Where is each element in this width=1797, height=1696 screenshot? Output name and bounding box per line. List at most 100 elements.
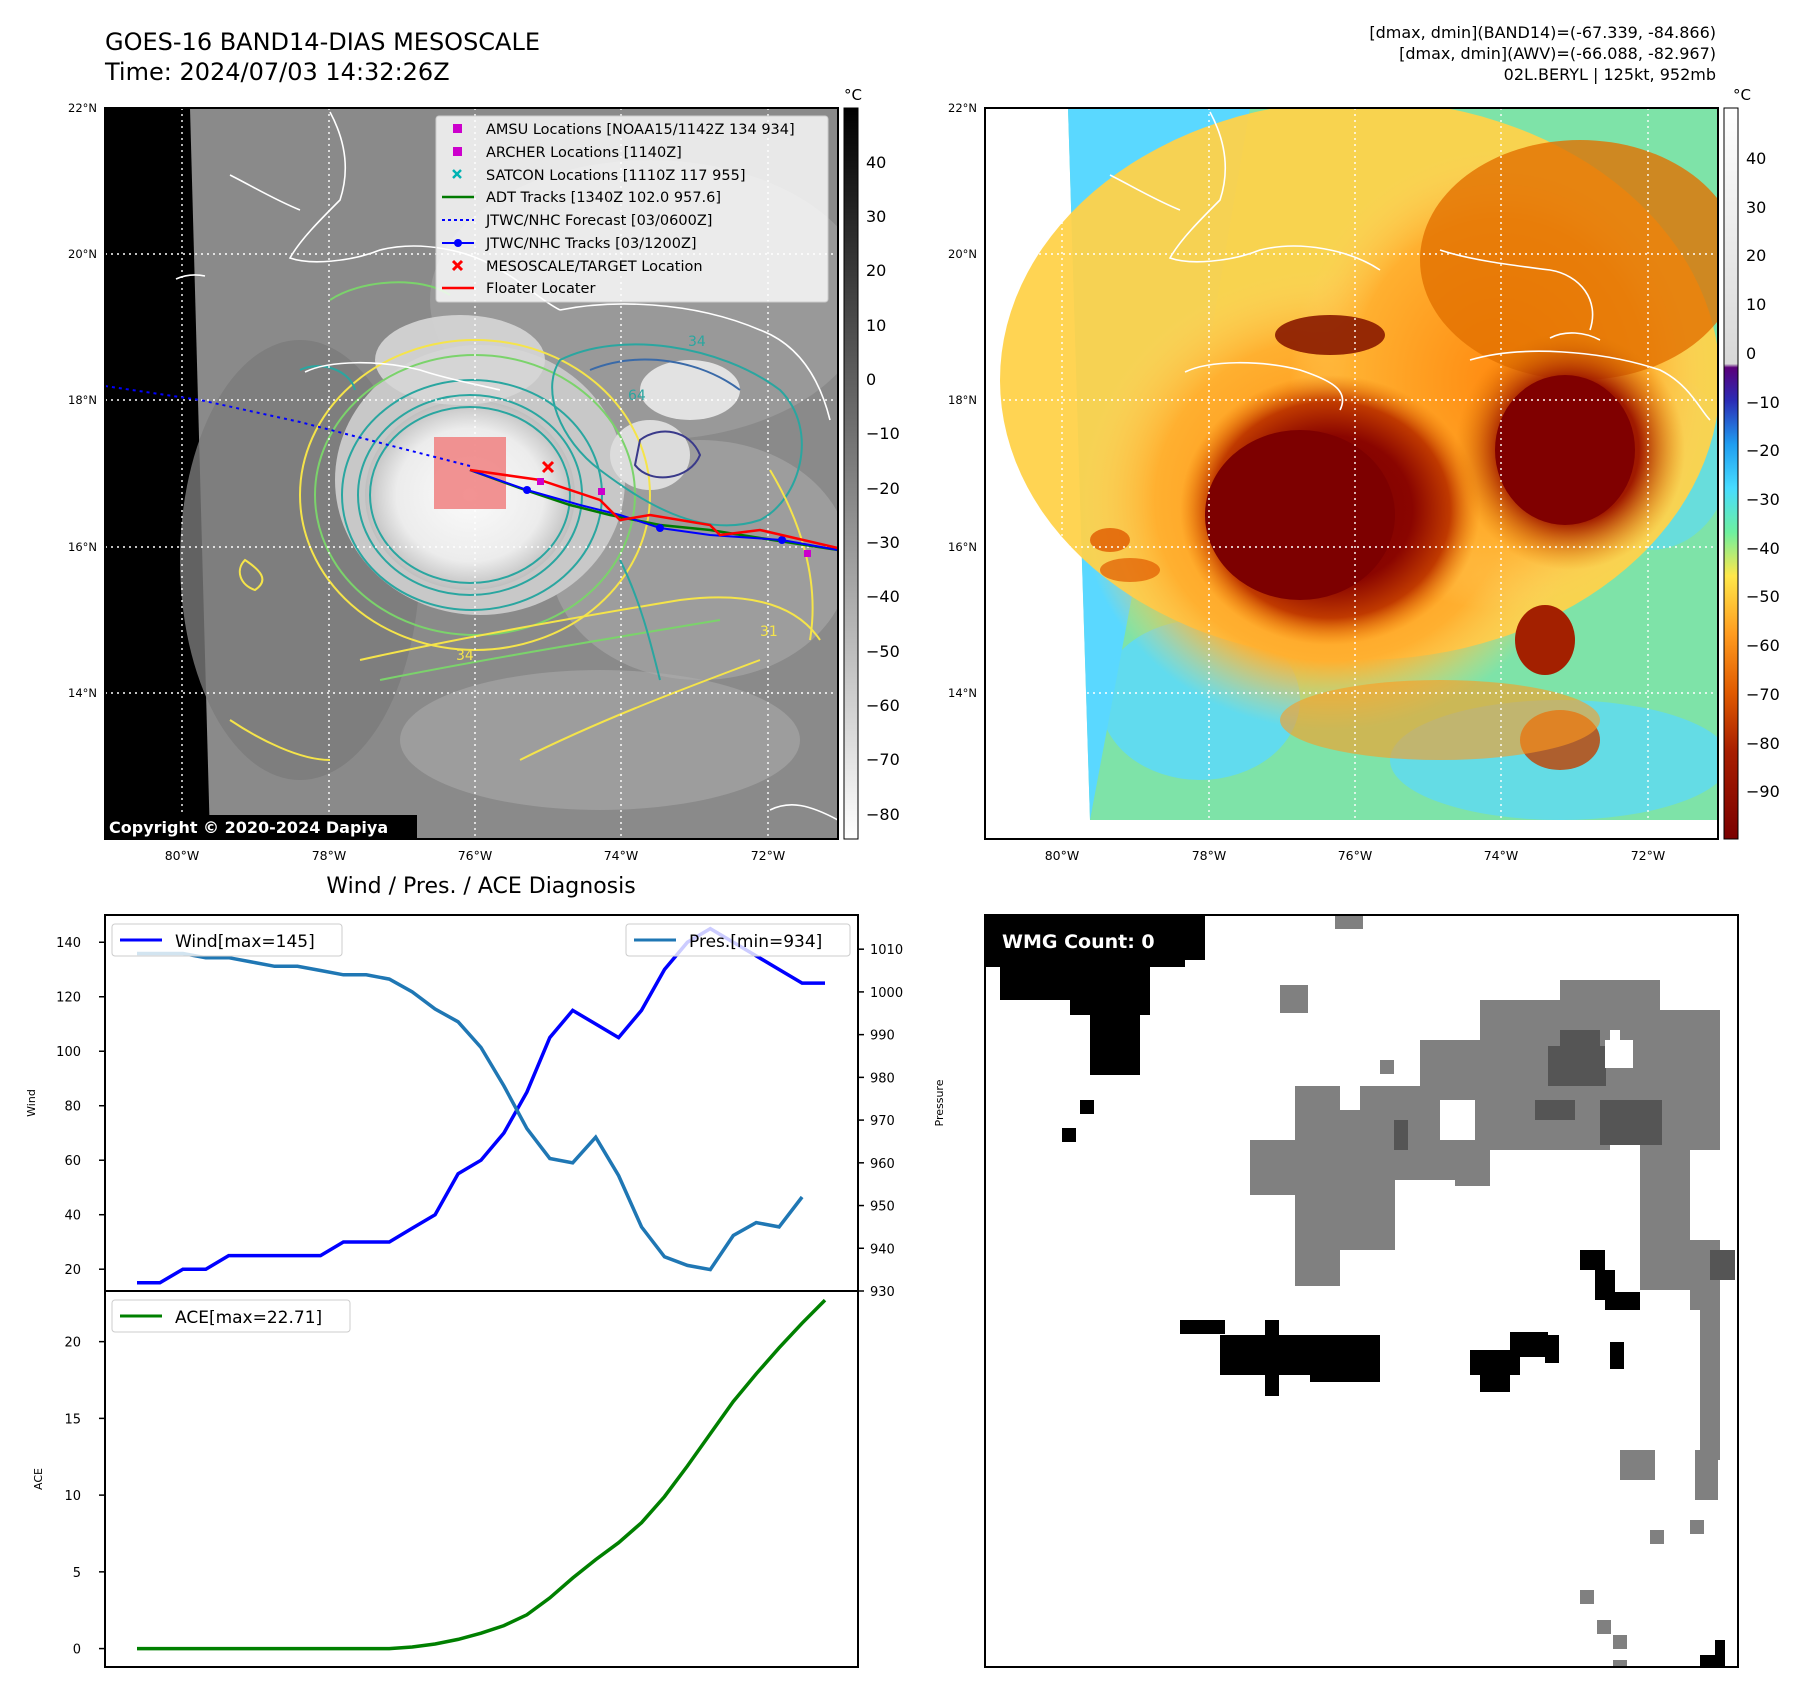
ace-plot: 0 5 10 15 20 <box>64 1298 827 1658</box>
right-lat-ticks: 22°N 20°N 18°N 16°N 14°N <box>948 101 977 700</box>
svg-text:0: 0 <box>1746 344 1756 363</box>
legend-tracks: JTWC/NHC Tracks [03/1200Z] <box>485 236 697 252</box>
wind-legend: Wind[max=145] <box>111 923 343 957</box>
svg-text:−70: −70 <box>866 750 900 769</box>
svg-text:72°W: 72°W <box>1631 848 1666 863</box>
svg-text:40: 40 <box>866 153 886 172</box>
svg-text:30: 30 <box>1746 198 1766 217</box>
right-lon-ticks: 80°W 78°W 76°W 74°W 72°W <box>1045 848 1666 863</box>
legend-forecast: JTWC/NHC Forecast [03/0600Z] <box>485 213 712 229</box>
wind-tick-label: 80 <box>64 1100 81 1115</box>
awv-range: [dmax, dmin](AWV)=(-66.088, -82.967) <box>1399 44 1716 63</box>
svg-text:30: 30 <box>866 207 886 226</box>
svg-text:10: 10 <box>866 316 886 335</box>
svg-text:−10: −10 <box>866 424 900 443</box>
svg-text:78°W: 78°W <box>1192 848 1227 863</box>
pressure-tick-label: 980 <box>870 1071 895 1086</box>
pressure-tick-label: 990 <box>870 1029 895 1044</box>
left-lon-ticks: 80°W 78°W 76°W 74°W 72°W <box>165 848 786 863</box>
svg-text:−60: −60 <box>866 696 900 715</box>
jtwc-nhc-track <box>469 469 838 551</box>
ace-tick-label: 20 <box>64 1336 81 1351</box>
wind-tick-label: 20 <box>64 1263 81 1278</box>
awv-colorbar <box>1723 107 1739 840</box>
svg-text:78°W: 78°W <box>312 848 347 863</box>
svg-text:80°W: 80°W <box>165 848 200 863</box>
svg-text:−80: −80 <box>866 805 900 824</box>
ace-line <box>137 1298 827 1651</box>
ace-legend: ACE[max=22.71] <box>111 1299 351 1333</box>
svg-text:−20: −20 <box>866 479 900 498</box>
svg-text:−20: −20 <box>1746 441 1780 460</box>
wind-tick-label: 100 <box>56 1045 81 1060</box>
ace-axes <box>104 1290 859 1668</box>
svg-text:−40: −40 <box>866 587 900 606</box>
legend-archer: ARCHER Locations [1140Z] <box>486 145 682 161</box>
band14-range: [dmax, dmin](BAND14)=(-67.339, -84.866) <box>1369 23 1716 42</box>
svg-text:76°W: 76°W <box>1338 848 1373 863</box>
svg-text:−90: −90 <box>1746 782 1780 801</box>
contour-label: 34 <box>456 648 474 664</box>
figure-title: GOES-16 BAND14-DIAS MESOSCALE <box>105 28 540 56</box>
figure-time: Time: 2024/07/03 14:32:26Z <box>104 58 450 86</box>
pres-legend-label: Pres.[min=934] <box>689 932 822 952</box>
ace-tick-label: 15 <box>64 1412 81 1427</box>
ace-legend-label: ACE[max=22.71] <box>175 1308 322 1328</box>
svg-text:−10: −10 <box>1746 393 1780 412</box>
map-legend: AMSU Locations [NOAA15/1142Z 134 934] AR… <box>435 115 829 303</box>
svg-text:74°W: 74°W <box>1484 848 1519 863</box>
band14-colorbar <box>843 107 859 840</box>
wind-legend-label: Wind[max=145] <box>175 932 315 952</box>
legend-target: MESOSCALE/TARGET Location <box>486 259 703 275</box>
svg-text:14°N: 14°N <box>68 686 97 700</box>
legend-amsu: AMSU Locations [NOAA15/1142Z 134 934] <box>486 122 795 138</box>
svg-text:40: 40 <box>1746 149 1766 168</box>
svg-text:20: 20 <box>866 261 886 280</box>
legend-satcon: SATCON Locations [1110Z 117 955] <box>486 168 745 184</box>
pressure-line <box>137 951 804 1272</box>
left-colorbar-ticks: 40 30 20 10 0 −10 −20 −30 −40 −50 −60 −7… <box>866 153 900 824</box>
svg-text:−40: −40 <box>1746 539 1780 558</box>
svg-text:20°N: 20°N <box>948 247 977 261</box>
pressure-tick-label: 930 <box>870 1285 895 1300</box>
left-colorbar-unit: °C <box>844 86 862 104</box>
copyright-text: Copyright © 2020-2024 Dapiya <box>109 818 388 837</box>
right-colorbar-ticks: 40 30 20 10 0 −10 −20 −30 −40 −50 −60 −7… <box>1746 149 1780 801</box>
right-colorbar-unit: °C <box>1733 86 1751 104</box>
wind-pres-plot: 20 40 60 80 100 120 140 930 940 950 960 970 980 990 10… <box>56 926 903 1300</box>
svg-text:18°N: 18°N <box>68 393 97 407</box>
svg-text:−30: −30 <box>866 533 900 552</box>
pressure-tick-label: 940 <box>870 1242 895 1257</box>
svg-text:14°N: 14°N <box>948 686 977 700</box>
wmg-grid <box>985 915 1735 1667</box>
svg-text:16°N: 16°N <box>68 540 97 554</box>
svg-text:20: 20 <box>1746 246 1766 265</box>
svg-text:−60: −60 <box>1746 636 1780 655</box>
floater-track <box>469 468 838 550</box>
svg-text:10: 10 <box>1746 295 1766 314</box>
copyright-box <box>105 815 417 839</box>
pressure-tick-label: 960 <box>870 1157 895 1172</box>
ace-tick-label: 5 <box>73 1566 81 1581</box>
svg-text:18°N: 18°N <box>948 393 977 407</box>
svg-text:−50: −50 <box>1746 587 1780 606</box>
legend-adt: ADT Tracks [1340Z 102.0 957.6] <box>486 190 721 206</box>
ace-tick-label: 10 <box>64 1489 81 1504</box>
pressure-tick-label: 1010 <box>870 943 903 958</box>
pressure-tick-label: 970 <box>870 1114 895 1129</box>
ace-tick-label: 0 <box>73 1643 81 1658</box>
wmg-count-box <box>994 924 1176 958</box>
wind-tick-label: 60 <box>64 1154 81 1169</box>
wind-pres-axes <box>104 914 859 1292</box>
legend-floater: Floater Locater <box>486 281 595 297</box>
pressure-tick-label: 950 <box>870 1200 895 1215</box>
wind-ylabel: Wind <box>25 1089 38 1117</box>
svg-text:20°N: 20°N <box>68 247 97 261</box>
svg-text:0: 0 <box>866 370 876 389</box>
pres-legend: Pres.[min=934] <box>625 923 851 957</box>
svg-text:−30: −30 <box>1746 490 1780 509</box>
contour-label: 34 <box>688 334 706 350</box>
jtwc-forecast-track <box>105 385 471 467</box>
svg-text:76°W: 76°W <box>458 848 493 863</box>
